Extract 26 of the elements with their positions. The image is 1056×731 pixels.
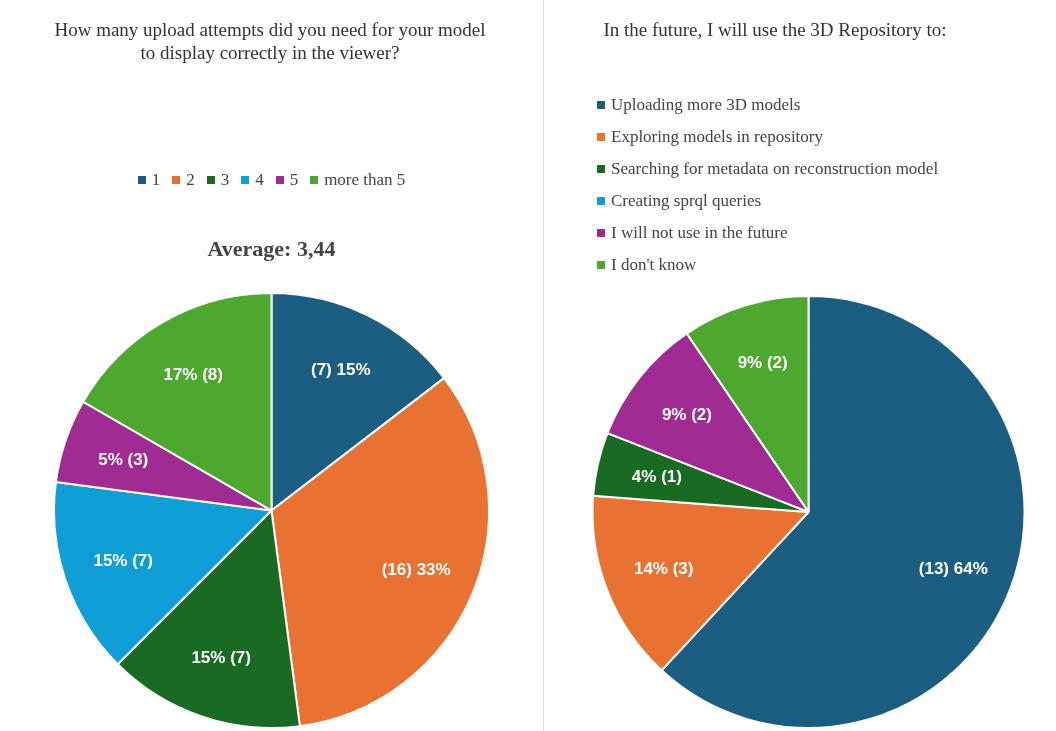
legend-label: Creating sprql queries bbox=[611, 191, 762, 211]
data-label: 17% (8) bbox=[163, 364, 223, 384]
data-label: 14% (3) bbox=[633, 558, 694, 578]
data-label: 15% (7) bbox=[191, 648, 251, 668]
legend-label: Searching for metadata on reconstruction model bbox=[611, 159, 939, 179]
legend-label: 3 bbox=[220, 170, 230, 190]
chart-title: In the future, I will use the 3D Repository to: bbox=[602, 18, 948, 41]
data-label: 4% (1) bbox=[631, 467, 682, 487]
legend-label: more than 5 bbox=[324, 170, 406, 190]
legend-label: Uploading more 3D models bbox=[611, 95, 801, 115]
data-label: 15% (7) bbox=[93, 550, 153, 570]
data-label: 5% (3) bbox=[98, 449, 149, 469]
legend-label: I don't know bbox=[611, 255, 697, 275]
text: Average: 3,44 bbox=[206, 236, 337, 262]
data-label: 9% (2) bbox=[737, 353, 788, 373]
legend-label: 4 bbox=[255, 170, 264, 190]
data-label: (16) 33% bbox=[381, 560, 451, 580]
chart-title: How many upload attempts did you need for your model to display correctly in the viewer? bbox=[53, 18, 487, 64]
legend-label: 2 bbox=[186, 170, 195, 190]
legend-label: 1 bbox=[151, 170, 161, 190]
legend-label: 5 bbox=[289, 170, 299, 190]
data-label: (7) 15% bbox=[311, 359, 371, 379]
legend-label: I will not use in the future bbox=[611, 223, 788, 243]
legend-label: Exploring models in repository bbox=[611, 127, 824, 147]
data-label: 9% (2) bbox=[661, 404, 712, 424]
data-label: (13) 64% bbox=[918, 558, 988, 578]
